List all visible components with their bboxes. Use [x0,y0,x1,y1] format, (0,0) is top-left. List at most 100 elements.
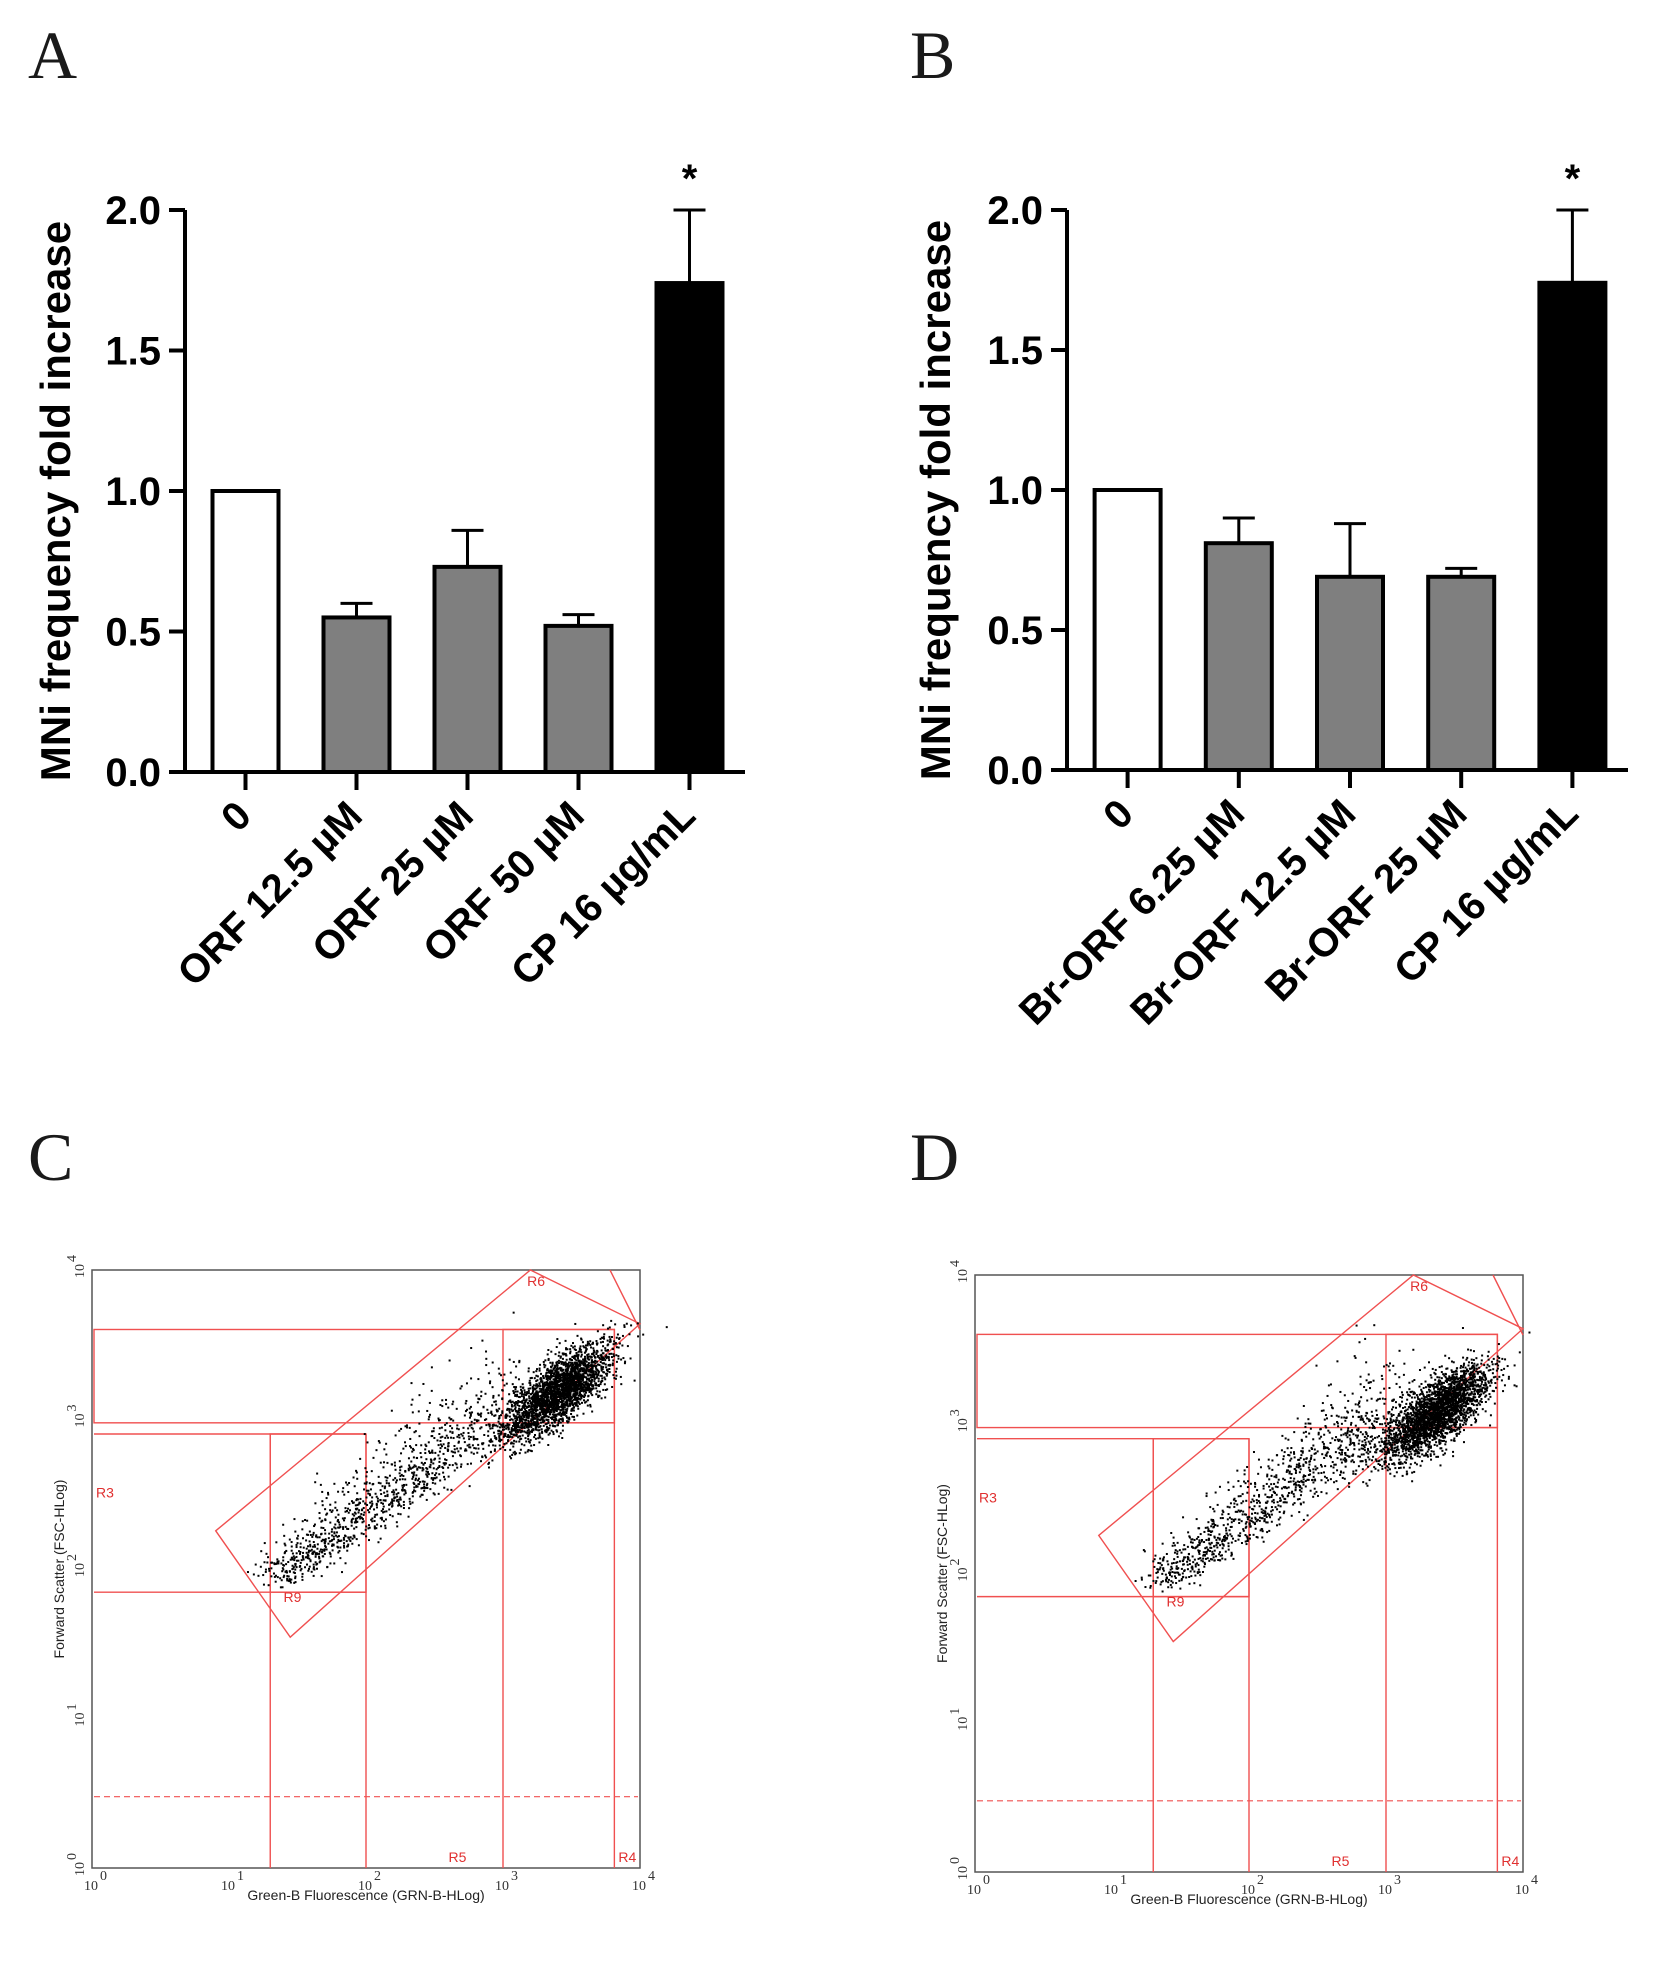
scatter-point [535,1423,538,1426]
scatter-point [636,1322,639,1325]
scatter-point [1395,1471,1398,1474]
scatter-point [534,1394,537,1397]
scatter-point [527,1420,530,1423]
scatter-point [550,1429,553,1432]
scatter-point [288,1578,291,1581]
scatter-point [594,1384,597,1387]
scatter-point [554,1353,557,1356]
scatter-point [395,1479,398,1482]
scatter-point [1418,1421,1421,1424]
scatter-point [553,1421,556,1424]
scatter-point [555,1364,558,1367]
scatter-point [566,1364,569,1367]
scatter-point [577,1375,580,1378]
scatter-point [560,1362,563,1365]
scatter-point [1382,1447,1385,1450]
scatter-point [535,1387,538,1390]
y-tick-exponent: 4 [65,1255,80,1262]
scatter-point [498,1416,501,1419]
scatter-point [407,1515,410,1518]
scatter-point [297,1534,300,1537]
scatter-point [1422,1394,1425,1397]
scatter-point [552,1408,555,1411]
scatter-point [323,1549,326,1552]
scatter-point [561,1399,564,1402]
scatter-point [1413,1392,1416,1395]
scatter-point [312,1541,315,1544]
region-label-r5: R5 [1331,1853,1349,1869]
scatter-point [498,1436,501,1439]
scatter-point [292,1571,295,1574]
scatter-point [594,1366,597,1369]
scatter-point [561,1386,564,1389]
scatter-point [461,1434,464,1437]
scatter-point [541,1437,544,1440]
scatter-point [580,1401,583,1404]
scatter-point [547,1371,550,1374]
scatter-point [360,1516,363,1519]
scatter-point [493,1448,496,1451]
scatter-point [524,1405,527,1408]
scatter-point [556,1382,559,1385]
scatter-point [563,1361,566,1364]
scatter-point [566,1407,569,1410]
scatter-point [576,1386,579,1389]
scatter-point [417,1483,420,1486]
scatter-point [1433,1401,1436,1404]
scatter-point [602,1337,605,1340]
scatter-point [370,1505,373,1508]
scatter-point [527,1367,530,1370]
scatter-point [520,1437,523,1440]
scatter-point [596,1343,599,1346]
scatter-point [523,1426,526,1429]
scatter-point [315,1563,318,1566]
scatter-point [525,1440,528,1443]
scatter-point [560,1376,563,1379]
scatter-point [337,1490,340,1493]
panel-letter-c: C [28,1119,73,1195]
scatter-point [411,1450,414,1453]
scatter-point [532,1414,535,1417]
scatter-point [1377,1469,1380,1472]
scatter-point [596,1390,599,1393]
scatter-point [1435,1400,1438,1403]
scatter-point [316,1472,319,1475]
scatter-point [1410,1414,1413,1417]
scatter-point [512,1451,515,1454]
scatter-point [418,1422,421,1425]
scatter-point [308,1565,311,1568]
scatter-point [1408,1435,1411,1438]
scatter-point [432,1462,435,1465]
scatter-point [628,1333,631,1336]
scatter-point [318,1550,321,1553]
scatter-point [459,1447,462,1450]
scatter-point [561,1424,564,1427]
scatter-point [331,1544,334,1547]
scatter-point [557,1404,560,1407]
scatter-point [606,1327,609,1330]
scatter-point [344,1510,347,1513]
scatter-point [508,1411,511,1414]
scatter-point [575,1381,578,1384]
scatter-point [549,1361,552,1364]
scatter-point [411,1471,414,1474]
scatter-point [549,1388,552,1391]
scatter-point [544,1359,547,1362]
scatter-point [427,1441,430,1444]
scatter-point [581,1377,584,1380]
scatter-point [1393,1463,1396,1466]
scatter-point [300,1567,303,1570]
scatter-point [382,1508,385,1511]
scatter-point [411,1495,414,1498]
scatter-point [579,1368,582,1371]
scatter-point [397,1512,400,1515]
scatter-point [545,1422,548,1425]
scatter-point [596,1350,599,1353]
scatter-point [291,1564,294,1567]
scatter-point [573,1386,576,1389]
scatter-point [591,1385,594,1388]
scatter-point [571,1408,574,1411]
scatter-point [413,1431,416,1434]
scatter-point [540,1380,543,1383]
scatter-point [521,1412,524,1415]
